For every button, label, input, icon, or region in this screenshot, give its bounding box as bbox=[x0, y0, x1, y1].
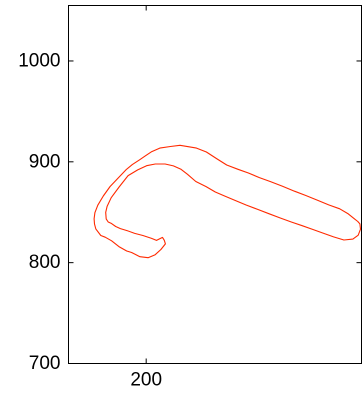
x-tick-label: 200 bbox=[130, 370, 162, 391]
y-tick-label: 700 bbox=[29, 353, 61, 374]
axes: 700 800 900 1000 200 bbox=[18, 5, 362, 391]
plot-marks bbox=[93, 144, 362, 259]
series-line-1 bbox=[93, 144, 362, 259]
y-tick-label: 800 bbox=[29, 252, 61, 273]
y-tick-label: 1000 bbox=[18, 50, 60, 71]
y-tick-label: 900 bbox=[29, 151, 61, 172]
